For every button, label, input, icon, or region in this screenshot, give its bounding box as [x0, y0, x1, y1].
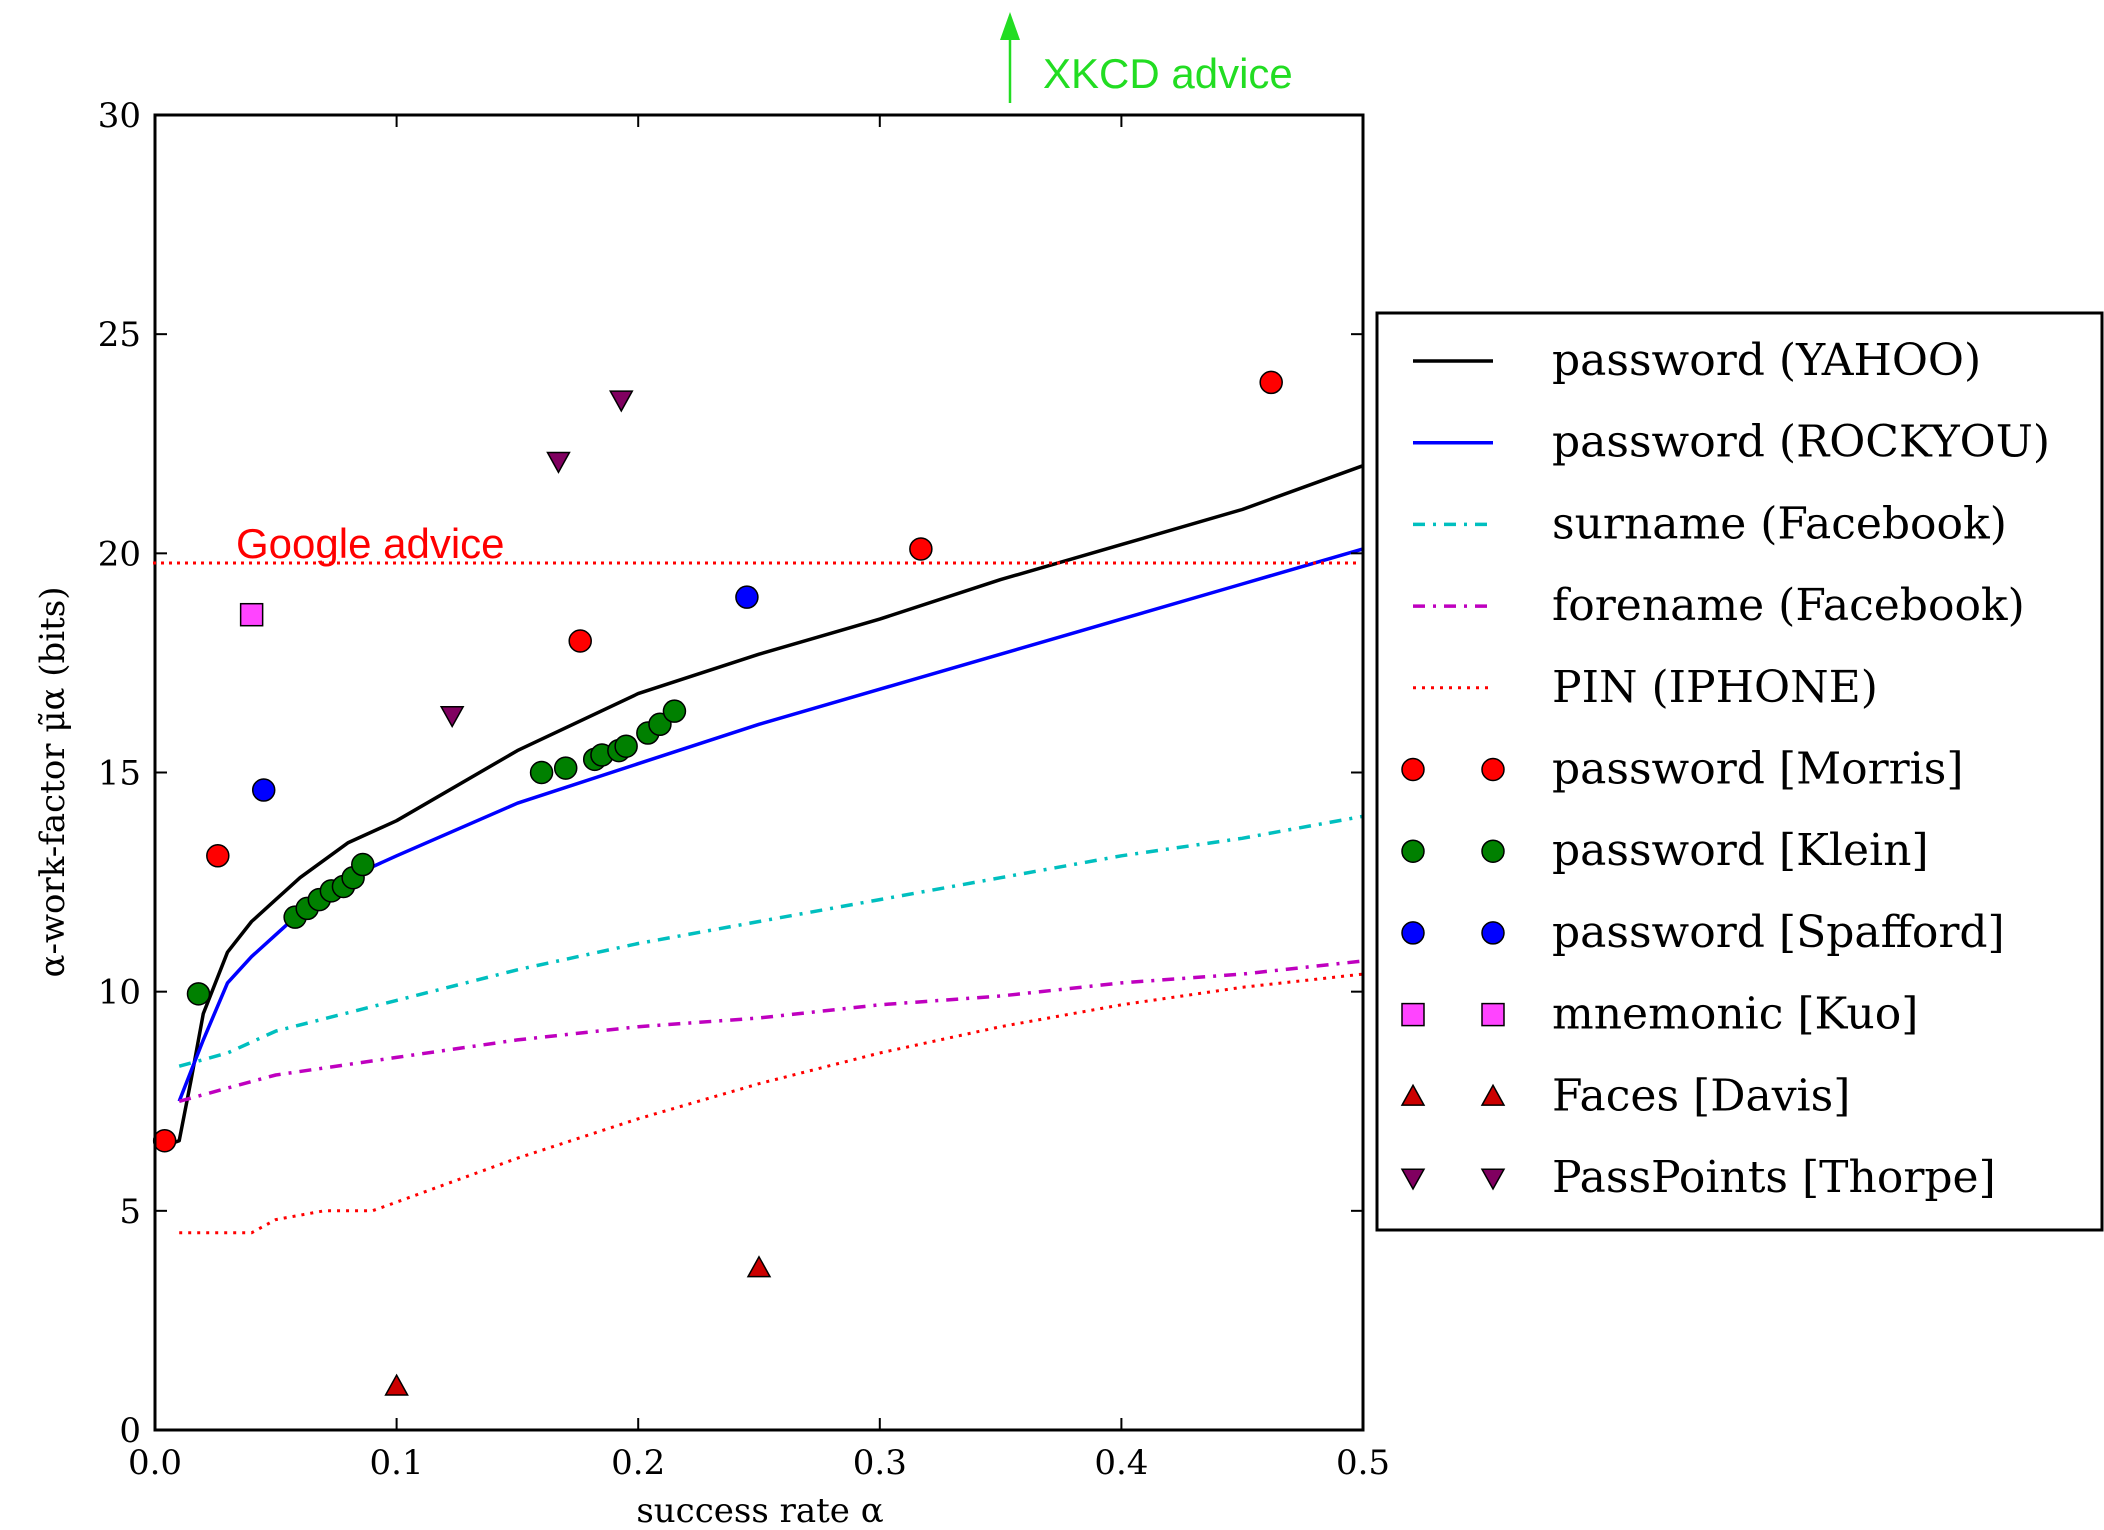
data-point — [206, 844, 230, 868]
legend-item-password-morris: password [Morris] — [1401, 744, 1964, 795]
data-point — [735, 585, 759, 609]
legend-marker — [1481, 921, 1505, 945]
data-point — [648, 712, 672, 737]
legend-label: password [Spafford] — [1552, 907, 2005, 958]
data-point — [152, 1128, 177, 1153]
legend: password (YAHOO) password (ROCKYOU) surnam… — [1375, 311, 2104, 1232]
annotations: Google advice XKCD advice — [153, 12, 1360, 567]
series-line — [178, 814, 1364, 1068]
data-point — [351, 852, 375, 877]
x-axis-ticks: 0.0 0.1 0.2 0.3 0.4 0.5 — [128, 115, 1390, 1483]
legend-label: PIN (IPHONE) — [1552, 662, 1878, 713]
xkcd-advice-label: XKCD advice — [1043, 50, 1293, 97]
data-point — [546, 451, 571, 474]
legend-item-surname-facebook: surname (Facebook) — [1413, 498, 2007, 549]
legend-item-password-rockyou: password (ROCKYOU) — [1413, 417, 2050, 468]
data-point — [614, 734, 638, 758]
legend-label: password (ROCKYOU) — [1552, 417, 2050, 468]
legend-item-forename-facebook: forename (Facebook) — [1413, 580, 2025, 631]
y-tick-label: 5 — [119, 1192, 141, 1232]
y-tick-label: 10 — [98, 973, 141, 1013]
data-point — [909, 537, 933, 561]
y-axis-label: α-work-factor μ̃α (bits) — [33, 587, 73, 978]
y-tick-label: 15 — [98, 754, 141, 794]
legend-label: PassPoints [Thorpe] — [1552, 1152, 1996, 1203]
legend-label: surname (Facebook) — [1552, 498, 2007, 549]
series-line — [166, 464, 1364, 1147]
legend-label: Faces [Davis] — [1552, 1070, 1850, 1121]
legend-marker — [1401, 921, 1425, 945]
series-password-morris — [152, 370, 1283, 1153]
legend-marker — [1401, 757, 1425, 782]
legend-marker — [1481, 839, 1505, 863]
y-axis-ticks: 0 5 10 15 20 25 30 — [98, 96, 1363, 1451]
x-tick-label: 0.2 — [611, 1443, 665, 1483]
xkcd-advice-arrowhead — [1000, 12, 1020, 40]
x-axis-label: success rate α — [636, 1491, 883, 1530]
legend-item-pin-iphone: PIN (IPHONE) — [1413, 662, 1878, 713]
legend-label: password [Klein] — [1552, 825, 1929, 876]
legend-marker — [1481, 1002, 1505, 1027]
y-tick-label: 20 — [98, 534, 141, 574]
series-surname-facebook — [178, 814, 1364, 1068]
legend-marker — [1481, 757, 1505, 782]
legend-item-faces-davis: Faces [Davis] — [1400, 1070, 1850, 1121]
series-faces-davis — [384, 1255, 772, 1396]
series-pin-iphone — [179, 972, 1364, 1235]
series-password-rockyou — [177, 547, 1364, 1102]
legend-marker — [1400, 1168, 1426, 1191]
legend-item-password-yahoo: password (YAHOO) — [1413, 335, 1981, 386]
y-tick-label: 0 — [119, 1411, 141, 1451]
series-password-klein — [186, 699, 687, 1006]
data-point — [568, 629, 592, 653]
series-line — [179, 972, 1364, 1235]
series-password-spafford — [251, 585, 759, 802]
plot-frame — [153, 113, 1365, 1432]
legend-item-password-spafford: password [Spafford] — [1401, 907, 2005, 958]
data-point — [439, 705, 465, 729]
y-tick-label: 25 — [98, 315, 141, 355]
legend-marker — [1480, 1083, 1506, 1106]
legend-marker — [1401, 839, 1425, 863]
x-tick-label: 0.1 — [370, 1443, 424, 1483]
series-line — [177, 547, 1364, 1102]
series-forename-facebook — [178, 959, 1364, 1103]
data-point — [746, 1255, 772, 1278]
data-point — [529, 760, 554, 785]
google-advice-label: Google advice — [236, 520, 505, 567]
plot-marks — [152, 370, 1364, 1396]
x-tick-label: 0.0 — [128, 1443, 182, 1483]
data-point — [239, 602, 264, 627]
legend-item-passpoints-thorpe: PassPoints [Thorpe] — [1400, 1152, 1996, 1203]
legend-marker — [1480, 1168, 1506, 1191]
legend-label: password (YAHOO) — [1552, 335, 1981, 386]
series-mnemonic-kuo — [239, 602, 264, 627]
legend-item-password-klein: password [Klein] — [1401, 825, 1929, 876]
data-point — [609, 390, 634, 413]
x-tick-label: 0.5 — [1336, 1443, 1390, 1483]
legend-marker — [1401, 1002, 1425, 1027]
legend-item-mnemonic-kuo: mnemonic [Kuo] — [1401, 989, 1918, 1040]
series-passpoints-thorpe — [439, 390, 634, 729]
series-line — [178, 959, 1364, 1103]
data-point — [251, 778, 276, 802]
legend-label: mnemonic [Kuo] — [1552, 989, 1918, 1040]
data-point — [384, 1373, 409, 1396]
y-tick-label: 30 — [98, 96, 141, 136]
data-point — [662, 699, 687, 723]
legend-label: forename (Facebook) — [1552, 580, 2025, 631]
legend-label: password [Morris] — [1552, 744, 1964, 795]
x-tick-label: 0.3 — [853, 1443, 907, 1483]
data-point — [186, 982, 211, 1006]
data-point — [1259, 370, 1283, 395]
legend-marker — [1400, 1083, 1426, 1106]
series-password-yahoo — [166, 464, 1364, 1147]
x-tick-label: 0.4 — [1094, 1443, 1148, 1483]
data-point — [553, 756, 578, 780]
